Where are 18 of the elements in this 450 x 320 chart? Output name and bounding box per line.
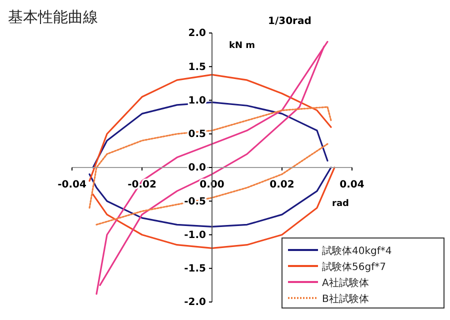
x-tick-label: 0.04	[340, 180, 364, 190]
text: 1/30rad	[268, 16, 312, 27]
y-tick-label: -2.0	[184, 297, 206, 308]
legend-label: A社試験体	[322, 277, 369, 289]
y-axis-title: kN m	[229, 41, 256, 51]
y-tick-label: 2.0	[188, 28, 206, 40]
legend-label: B社試験体	[322, 293, 369, 305]
y-tick-label: 0.0	[188, 162, 206, 174]
legend-label: 試験体40kgf*4	[322, 245, 392, 257]
x-axis-title: rad	[332, 199, 349, 209]
y-tick-label: -1.5	[184, 264, 206, 275]
chart-title: 基本性能曲線	[8, 8, 98, 26]
y-tick-label: 0.5	[188, 129, 206, 140]
x-tick-label: 0.02	[270, 180, 294, 190]
legend-label: 試験体56gf*7	[322, 261, 386, 273]
y-tick-label: -1.0	[184, 230, 206, 241]
y-tick-label: 1.5	[188, 62, 206, 73]
x-tick-label: -0.04	[58, 180, 86, 190]
